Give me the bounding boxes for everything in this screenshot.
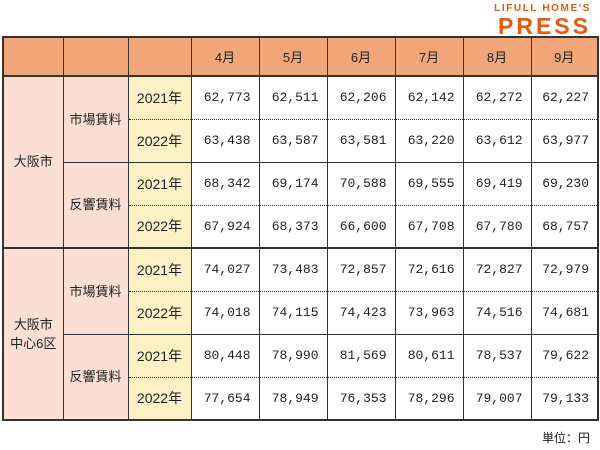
value-cell: 79,007 bbox=[462, 376, 532, 421]
value-cell: 67,924 bbox=[190, 204, 260, 249]
value-cell: 63,438 bbox=[190, 118, 260, 163]
value-cell: 79,133 bbox=[530, 376, 599, 421]
value-cell: 62,142 bbox=[394, 75, 464, 120]
table-row: 大阪市 市場賃料 2021年 62,773 62,511 62,206 62,142 62,2… bbox=[2, 75, 599, 249]
table-row: 2022年 77,654 78,949 76,353 78,296 79,007 79,13… bbox=[3, 376, 599, 421]
value-cell: 72,857 bbox=[326, 247, 396, 292]
value-cell: 63,220 bbox=[394, 118, 464, 163]
region-cell: 大阪市 中心6区 bbox=[2, 247, 64, 421]
year-cell: 2021年 bbox=[127, 247, 192, 292]
value-cell: 72,827 bbox=[462, 247, 532, 292]
logo-bottom-text: PRESS bbox=[498, 13, 591, 39]
year-cell: 2022年 bbox=[127, 118, 192, 163]
value-cell: 78,537 bbox=[462, 333, 532, 378]
header-row: 4月 5月 6月 7月 8月 9月 bbox=[2, 36, 599, 77]
value-cell: 74,115 bbox=[258, 290, 328, 335]
value-cell: 68,757 bbox=[530, 204, 599, 249]
table-row: 反響賃料 2021年 68,342 69,174 70,588 69,555 69,419 6… bbox=[3, 161, 599, 249]
value-cell: 70,588 bbox=[326, 161, 396, 206]
value-cell: 69,174 bbox=[258, 161, 328, 206]
table-row: 2022年 74,018 74,115 74,423 73,963 74,516 74,68… bbox=[3, 290, 599, 335]
month-header: 6月 bbox=[326, 36, 396, 77]
value-cell: 63,581 bbox=[326, 118, 396, 163]
value-cell: 72,616 bbox=[394, 247, 464, 292]
year-cell: 2021年 bbox=[127, 75, 192, 120]
header-blank-cell bbox=[2, 36, 64, 77]
value-cell: 76,353 bbox=[326, 376, 396, 421]
table-row: 2022年 67,924 68,373 66,600 67,708 67,780 68,75… bbox=[3, 204, 599, 249]
table-row: 大阪市 中心6区 市場賃料 2021年 74,027 73,483 72,857 72,61… bbox=[2, 247, 599, 421]
value-cell: 69,230 bbox=[530, 161, 599, 206]
value-cell: 69,419 bbox=[462, 161, 532, 206]
lifull-homes-press-logo: LIFULL HOME'S PRESS bbox=[494, 4, 591, 38]
value-cell: 80,448 bbox=[190, 333, 260, 378]
value-cell: 63,587 bbox=[258, 118, 328, 163]
rent-type-cell: 市場賃料 bbox=[62, 75, 129, 163]
value-cell: 62,511 bbox=[258, 75, 328, 120]
value-cell: 69,555 bbox=[394, 161, 464, 206]
value-cell: 73,963 bbox=[394, 290, 464, 335]
value-cell: 81,569 bbox=[326, 333, 396, 378]
rent-type-cell: 反響賃料 bbox=[62, 333, 129, 421]
rent-type-cell: 市場賃料 bbox=[62, 247, 129, 335]
value-cell: 80,611 bbox=[394, 333, 464, 378]
value-cell: 68,373 bbox=[258, 204, 328, 249]
year-cell: 2021年 bbox=[127, 161, 192, 206]
month-header: 7月 bbox=[394, 36, 464, 77]
table-row: 反響賃料 2021年 80,448 78,990 81,569 80,611 78,537 7… bbox=[3, 333, 599, 421]
region-cell: 大阪市 bbox=[2, 75, 64, 249]
value-cell: 74,516 bbox=[462, 290, 532, 335]
table-row: 2022年 63,438 63,587 63,581 63,220 63,612 63,97… bbox=[3, 118, 599, 163]
value-cell: 77,654 bbox=[190, 376, 260, 421]
value-cell: 66,600 bbox=[326, 204, 396, 249]
value-cell: 63,977 bbox=[530, 118, 599, 163]
rent-price-table: 4月 5月 6月 7月 8月 9月 大阪市 市場賃料 2021年 62,773 62,511 62,… bbox=[2, 36, 599, 421]
value-cell: 62,773 bbox=[190, 75, 260, 120]
month-header: 5月 bbox=[258, 36, 328, 77]
table-body: 大阪市 市場賃料 2021年 62,773 62,511 62,206 62,142 62,2… bbox=[2, 75, 599, 421]
month-header: 8月 bbox=[462, 36, 532, 77]
header-blank-cell bbox=[62, 36, 129, 77]
year-cell: 2022年 bbox=[127, 290, 192, 335]
value-cell: 74,018 bbox=[190, 290, 260, 335]
unit-note: 単位：円 bbox=[541, 431, 590, 445]
value-cell: 78,949 bbox=[258, 376, 328, 421]
value-cell: 79,622 bbox=[530, 333, 599, 378]
value-cell: 63,612 bbox=[462, 118, 532, 163]
value-cell: 67,708 bbox=[394, 204, 464, 249]
table-header: 4月 5月 6月 7月 8月 9月 bbox=[2, 36, 599, 77]
month-header: 9月 bbox=[530, 36, 599, 77]
value-cell: 78,990 bbox=[258, 333, 328, 378]
value-cell: 68,342 bbox=[190, 161, 260, 206]
rent-type-cell: 反響賃料 bbox=[62, 161, 129, 249]
value-cell: 62,272 bbox=[462, 75, 532, 120]
logo-top-text: LIFULL HOME'S bbox=[494, 3, 591, 14]
value-cell: 62,206 bbox=[326, 75, 396, 120]
value-cell: 74,681 bbox=[530, 290, 599, 335]
header-blank-cell bbox=[127, 36, 192, 77]
year-cell: 2022年 bbox=[127, 204, 192, 249]
value-cell: 62,227 bbox=[530, 75, 599, 120]
value-cell: 67,780 bbox=[462, 204, 532, 249]
month-header: 4月 bbox=[190, 36, 260, 77]
value-cell: 78,296 bbox=[394, 376, 464, 421]
value-cell: 72,979 bbox=[530, 247, 599, 292]
year-cell: 2022年 bbox=[127, 376, 192, 421]
value-cell: 73,483 bbox=[258, 247, 328, 292]
year-cell: 2021年 bbox=[127, 333, 192, 378]
value-cell: 74,423 bbox=[326, 290, 396, 335]
value-cell: 74,027 bbox=[190, 247, 260, 292]
